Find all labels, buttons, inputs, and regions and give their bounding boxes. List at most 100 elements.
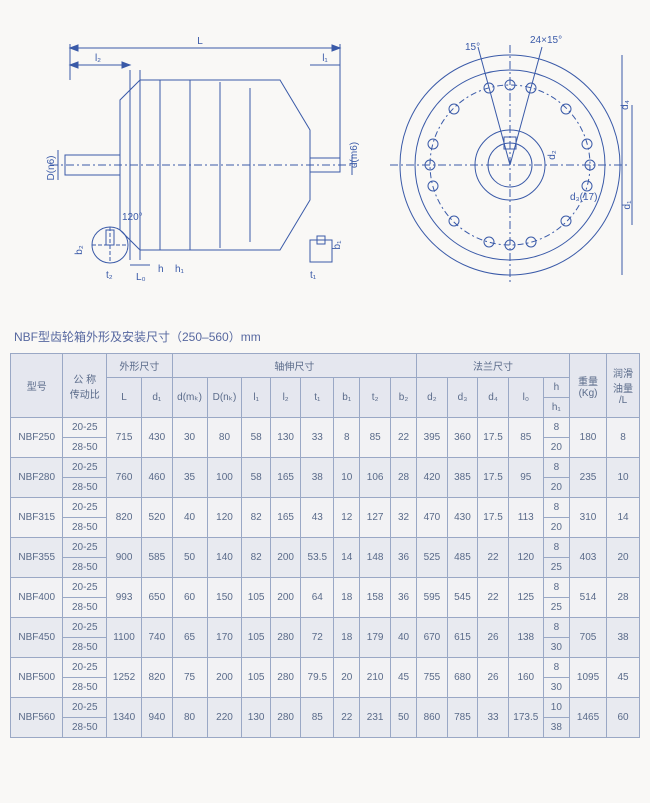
cell-t2: 231	[360, 698, 391, 738]
cell-L: 715	[107, 418, 142, 458]
cell-d2: 525	[417, 538, 448, 578]
cell-b1: 10	[334, 458, 360, 498]
lbl-dm6: d(m6)	[349, 142, 360, 168]
cell-t1: 79.5	[301, 658, 334, 698]
hdr-t1: t₁	[301, 378, 334, 418]
cell-d1: 740	[142, 618, 173, 658]
cell-h: 8	[543, 498, 569, 518]
hdr-l2: l₂	[270, 378, 301, 418]
cell-ratio: 28-50	[63, 518, 107, 538]
cell-d4: 17.5	[478, 458, 509, 498]
cell-d4: 33	[478, 698, 509, 738]
cell-l1: 105	[242, 618, 270, 658]
cell-d1: 650	[142, 578, 173, 618]
cell-wt: 1095	[569, 658, 606, 698]
cell-Dn6: 80	[207, 418, 242, 458]
cell-ratio: 20-25	[63, 498, 107, 518]
cell-d2: 860	[417, 698, 448, 738]
hdr-weight: 重量 (Kg)	[569, 354, 606, 418]
cell-dm6: 60	[172, 578, 207, 618]
hdr-b1: b₁	[334, 378, 360, 418]
cell-model: NBF315	[11, 498, 63, 538]
cell-Dn6: 170	[207, 618, 242, 658]
hdr-h1: h₁	[543, 398, 569, 418]
cell-d3: 485	[447, 538, 478, 578]
table-caption: NBF型齿轮箱外形及安装尺寸（250–560）mm	[14, 328, 640, 345]
lbl-l2: l₂	[95, 53, 101, 64]
cell-d2: 595	[417, 578, 448, 618]
cell-b1: 22	[334, 698, 360, 738]
cell-Dn6: 140	[207, 538, 242, 578]
cell-b2: 36	[390, 578, 416, 618]
cell-d1: 585	[142, 538, 173, 578]
cell-l0: 138	[508, 618, 543, 658]
cell-wt: 514	[569, 578, 606, 618]
cell-dm6: 40	[172, 498, 207, 538]
cell-t1: 38	[301, 458, 334, 498]
cell-b2: 36	[390, 538, 416, 578]
cell-l2: 165	[270, 498, 301, 538]
cell-l2: 280	[270, 658, 301, 698]
lbl-d2s: d₂	[547, 150, 558, 160]
cell-b1: 14	[334, 538, 360, 578]
lbl-15: 15°	[465, 42, 480, 53]
cell-h: 8	[543, 658, 569, 678]
cell-dm6: 50	[172, 538, 207, 578]
cell-t1: 33	[301, 418, 334, 458]
cell-d2: 395	[417, 418, 448, 458]
cell-t1: 64	[301, 578, 334, 618]
cell-oil: 20	[607, 538, 640, 578]
cell-oil: 28	[607, 578, 640, 618]
cell-h1: 30	[543, 638, 569, 658]
cell-oil: 8	[607, 418, 640, 458]
cell-d1: 460	[142, 458, 173, 498]
cell-d4: 17.5	[478, 418, 509, 458]
cell-ratio: 28-50	[63, 438, 107, 458]
cell-h1: 30	[543, 678, 569, 698]
cell-ratio: 20-25	[63, 458, 107, 478]
cell-d2: 755	[417, 658, 448, 698]
cell-d2: 470	[417, 498, 448, 538]
cell-h1: 25	[543, 598, 569, 618]
cell-t2: 85	[360, 418, 391, 458]
cell-b2: 50	[390, 698, 416, 738]
hdr-b2: b₂	[390, 378, 416, 418]
lbl-d1f: d₁	[622, 200, 633, 210]
lbl-L0: L₀	[136, 272, 146, 283]
cell-l1: 105	[242, 658, 270, 698]
cell-Dn6: 120	[207, 498, 242, 538]
cell-d3: 385	[447, 458, 478, 498]
cell-dm6: 80	[172, 698, 207, 738]
cell-wt: 705	[569, 618, 606, 658]
hdr-Dn6: D(nₖ)	[207, 378, 242, 418]
cell-t1: 85	[301, 698, 334, 738]
cell-ratio: 20-25	[63, 618, 107, 638]
cell-l0: 113	[508, 498, 543, 538]
cell-l0: 85	[508, 418, 543, 458]
cell-l0: 160	[508, 658, 543, 698]
cell-l1: 105	[242, 578, 270, 618]
cell-d4: 17.5	[478, 498, 509, 538]
cell-model: NBF450	[11, 618, 63, 658]
cell-b1: 20	[334, 658, 360, 698]
cell-h: 10	[543, 698, 569, 718]
cell-l1: 130	[242, 698, 270, 738]
cell-b1: 18	[334, 578, 360, 618]
lbl-b1: b₁	[332, 240, 343, 250]
cell-oil: 10	[607, 458, 640, 498]
cell-d3: 430	[447, 498, 478, 538]
cell-ratio: 20-25	[63, 698, 107, 718]
cell-ratio: 28-50	[63, 598, 107, 618]
cell-h1: 20	[543, 518, 569, 538]
cell-l2: 200	[270, 578, 301, 618]
cell-ratio: 28-50	[63, 478, 107, 498]
cell-t2: 179	[360, 618, 391, 658]
cell-wt: 180	[569, 418, 606, 458]
cell-wt: 235	[569, 458, 606, 498]
lbl-t2: t₂	[106, 270, 113, 281]
cell-b2: 32	[390, 498, 416, 538]
cell-dm6: 35	[172, 458, 207, 498]
hdr-t2: t₂	[360, 378, 391, 418]
lbl-d3: d₃(17)	[570, 192, 597, 203]
cell-model: NBF250	[11, 418, 63, 458]
